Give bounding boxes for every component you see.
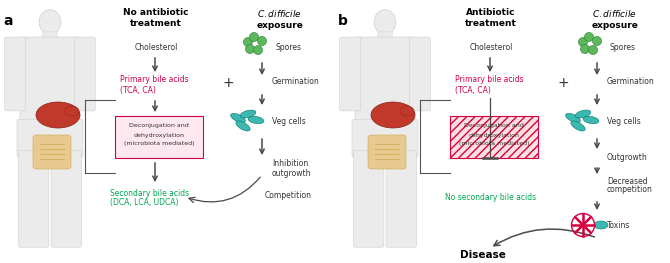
FancyBboxPatch shape [386,150,417,247]
Text: Secondary bile acids: Secondary bile acids [110,189,189,198]
FancyBboxPatch shape [355,37,415,126]
Text: Deconjugation and: Deconjugation and [129,124,189,129]
FancyBboxPatch shape [33,135,71,169]
Text: Spores: Spores [275,43,301,52]
Text: No antibiotic
treatment: No antibiotic treatment [123,8,189,28]
FancyBboxPatch shape [43,32,57,43]
Circle shape [592,37,602,45]
Circle shape [253,45,263,54]
FancyBboxPatch shape [450,116,538,158]
FancyBboxPatch shape [354,150,384,247]
FancyBboxPatch shape [20,37,80,126]
Ellipse shape [374,10,396,34]
FancyBboxPatch shape [352,119,418,157]
Text: Antibiotic
treatment: Antibiotic treatment [465,8,517,28]
Ellipse shape [248,116,264,124]
FancyBboxPatch shape [5,37,25,111]
Text: $\it{C. difficile}$
exposure: $\it{C. difficile}$ exposure [257,8,304,30]
FancyBboxPatch shape [17,119,83,157]
Ellipse shape [594,221,608,229]
Ellipse shape [576,110,591,118]
Text: (TCA, CA): (TCA, CA) [120,85,156,94]
Text: Outgrowth: Outgrowth [607,153,648,161]
Text: Primary bile acids: Primary bile acids [455,75,524,84]
Text: (DCA, LCA, UDCA): (DCA, LCA, UDCA) [110,199,178,208]
Text: +: + [222,76,234,90]
Circle shape [245,44,255,54]
Ellipse shape [230,113,245,123]
Text: (TCA, CA): (TCA, CA) [455,85,491,94]
Ellipse shape [400,106,414,116]
Text: dehydroxylation: dehydroxylation [468,133,519,138]
Ellipse shape [565,113,580,123]
FancyBboxPatch shape [368,135,406,169]
Ellipse shape [65,106,79,116]
Ellipse shape [571,121,585,131]
Text: Germination: Germination [272,78,320,87]
Circle shape [243,37,253,47]
Text: Deconjugation and: Deconjugation and [464,124,524,129]
FancyBboxPatch shape [115,116,203,158]
Text: Primary bile acids: Primary bile acids [120,75,189,84]
Circle shape [588,45,598,54]
Text: $\it{C. difficile}$
exposure: $\it{C. difficile}$ exposure [592,8,639,30]
Ellipse shape [36,102,80,128]
Text: outgrowth: outgrowth [272,169,312,178]
Text: Veg cells: Veg cells [272,118,306,127]
Text: (microbiota mediated): (microbiota mediated) [124,141,194,146]
Circle shape [257,37,267,45]
Circle shape [584,32,594,42]
FancyBboxPatch shape [378,32,392,43]
Text: Inhibition: Inhibition [272,159,308,168]
FancyBboxPatch shape [74,37,95,111]
Text: No secondary bile acids: No secondary bile acids [445,193,536,201]
Text: (microbiota mediated): (microbiota mediated) [459,141,529,146]
Ellipse shape [583,116,599,124]
FancyBboxPatch shape [340,37,360,111]
Text: b: b [338,14,348,28]
Circle shape [578,37,588,47]
Text: dehydroxylation: dehydroxylation [133,133,184,138]
Ellipse shape [241,110,256,118]
FancyBboxPatch shape [51,150,82,247]
Text: Germination: Germination [607,78,655,87]
Text: Spores: Spores [610,43,636,52]
Text: Disease: Disease [460,250,506,260]
Text: a: a [3,14,13,28]
FancyBboxPatch shape [19,150,49,247]
Circle shape [580,44,590,54]
Ellipse shape [371,102,415,128]
Text: competition: competition [607,185,653,195]
Text: Veg cells: Veg cells [607,118,641,127]
Text: +: + [557,76,569,90]
Text: Cholesterol: Cholesterol [135,43,178,52]
Text: Cholesterol: Cholesterol [470,43,513,52]
Ellipse shape [39,10,61,34]
Text: Competition: Competition [265,190,312,200]
Circle shape [249,32,259,42]
Text: Decreased: Decreased [607,176,648,185]
Ellipse shape [236,121,250,131]
Text: Toxins: Toxins [607,220,630,230]
FancyBboxPatch shape [409,37,430,111]
